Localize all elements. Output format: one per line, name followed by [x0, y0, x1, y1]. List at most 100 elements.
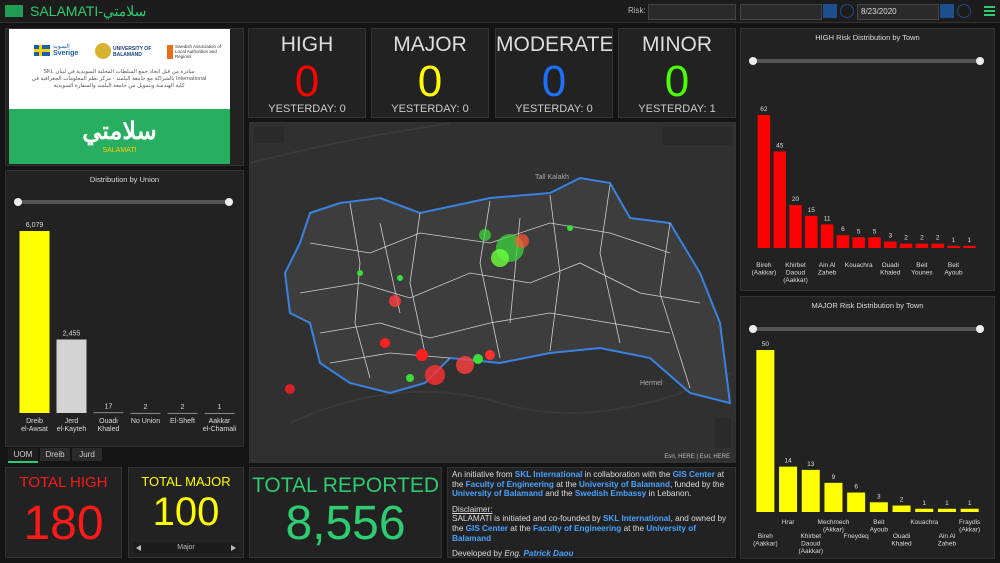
info-panel — [447, 467, 736, 558]
total-label: TOTAL REPORTED — [251, 474, 440, 497]
info-link[interactable]: SKL International — [602, 514, 671, 524]
total-card: TOTAL MAJOR 100 Major — [128, 467, 244, 558]
indicator-yesterday: YESTERDAY: 0 — [391, 103, 469, 115]
info-link[interactable]: GIS Center — [465, 523, 508, 533]
logo-green: سلامتي SALAMATI — [9, 109, 230, 164]
calendar-button[interactable] — [940, 4, 954, 18]
value-label: 5 — [873, 228, 877, 235]
info-text: at the — [508, 523, 534, 533]
bar — [847, 492, 866, 512]
map: Tall Kalakh Hermel Esri, HERE | Esri, HERE — [250, 123, 735, 462]
info-text: in collaboration with the — [582, 470, 673, 479]
info-text: and the — [543, 489, 575, 499]
category-label: Jerd el-Kayteh — [57, 418, 87, 433]
category-label: Ouadi Khaled — [891, 533, 912, 548]
total-value: 8,556 — [285, 497, 406, 550]
map-label: Hermel — [640, 380, 663, 387]
bar — [130, 412, 161, 414]
info-link[interactable]: University of Balamand — [452, 489, 543, 499]
info-text: An initiative from SKL International in … — [452, 470, 732, 563]
slider-handle — [749, 57, 757, 65]
start-date[interactable] — [740, 4, 822, 20]
indicator-label: MINOR — [642, 33, 712, 56]
bar — [204, 412, 235, 414]
calendar-button[interactable] — [823, 4, 837, 18]
category-label: Aakkar el-Chamali — [203, 418, 237, 433]
category-label: Ain Al Zaheb — [938, 533, 957, 548]
value-label: 2 — [920, 235, 924, 242]
town-borders — [299, 184, 701, 389]
value-label: 6 — [854, 484, 858, 491]
value-label: 5 — [857, 228, 861, 235]
info-link[interactable]: Patrick Daou — [523, 549, 574, 559]
slider-handle — [976, 325, 984, 333]
tab[interactable]: Jurd — [72, 448, 102, 461]
menu-button[interactable] — [984, 6, 995, 16]
info-link[interactable]: Faculty of Engineering — [533, 523, 622, 533]
zoom-control[interactable] — [715, 418, 731, 448]
category-label: Beit Ayoub — [944, 262, 963, 277]
bar — [824, 482, 843, 512]
app-icon[interactable] — [5, 5, 23, 17]
info-link[interactable]: University of Balamand — [578, 479, 670, 489]
clock-button[interactable] — [957, 4, 971, 18]
union-panel: Distribution by Union 6,079 Dreib el-Awsat 2… — [5, 170, 244, 447]
bar — [167, 412, 198, 414]
map-tool[interactable] — [254, 127, 284, 143]
date-value: 8/23/2020 — [861, 7, 897, 16]
bar — [56, 339, 87, 413]
value-label: 3 — [877, 493, 881, 500]
indicator-card: MAJOR 0 YESTERDAY: 0 — [371, 28, 489, 118]
info-text: Eng. — [504, 549, 524, 559]
indicator-label: MAJOR — [393, 33, 467, 56]
info-link[interactable]: University of Balamand — [452, 523, 696, 543]
slider-handle — [225, 198, 233, 206]
info-text: in Lebanon. — [646, 489, 692, 499]
info-paragraph: Disclaimer: — [452, 505, 732, 515]
value-label: 17 — [105, 403, 113, 410]
info-link[interactable]: SKL International — [514, 470, 583, 479]
indicator-value: 0 — [294, 57, 320, 106]
map-toolbar[interactable] — [662, 127, 732, 145]
region-outline — [283, 176, 732, 405]
bar — [960, 508, 979, 512]
info-text: at the — [621, 523, 647, 533]
balamand-seal — [95, 43, 111, 59]
end-date[interactable]: 8/23/2020 — [857, 4, 939, 20]
value-label: 1 — [952, 237, 956, 244]
value-label: 1 — [922, 500, 926, 507]
info-link[interactable]: Swedish Embassy — [574, 489, 647, 499]
pager-label: Major — [177, 544, 195, 551]
pager-prev[interactable] — [136, 545, 141, 551]
blurb-ar: مبادرة من قبل اتحاد جمع السلطات المحلية … — [31, 69, 207, 89]
value-label: 1 — [967, 237, 971, 244]
pager-next[interactable] — [231, 545, 236, 551]
total-label: TOTAL HIGH — [19, 474, 108, 491]
value-label: 2 — [936, 235, 940, 242]
category-label: Hrar — [782, 519, 795, 526]
tab[interactable]: UOM — [8, 448, 38, 463]
value-label: 45 — [776, 142, 784, 149]
bar — [19, 231, 50, 413]
value-label: 20 — [792, 196, 800, 203]
info-link[interactable]: GIS Center — [672, 470, 715, 479]
value-label: 62 — [760, 106, 768, 113]
value-label: 11 — [824, 215, 831, 222]
bar — [756, 350, 775, 512]
sweden-flag — [34, 45, 50, 56]
info-paragraph: SALAMATI is initiated and co-founded by … — [452, 514, 732, 543]
app-ar: سلامتي — [82, 118, 157, 145]
info-text: Developed by — [452, 549, 505, 559]
info-link[interactable]: Faculty of Engineering — [465, 479, 554, 489]
map-road — [250, 123, 451, 164]
indicator-label: MODERATE — [496, 33, 613, 56]
indicator-card: HIGH 0 YESTERDAY: 0 — [248, 28, 366, 118]
category-label: Ouadi Khaled — [98, 418, 120, 433]
bar — [836, 235, 850, 248]
clock-button[interactable] — [840, 4, 854, 18]
risk-select[interactable] — [648, 4, 736, 20]
tab[interactable]: Dreib — [40, 448, 70, 461]
app-name: SALAMATI — [102, 147, 137, 154]
bar — [801, 469, 820, 512]
